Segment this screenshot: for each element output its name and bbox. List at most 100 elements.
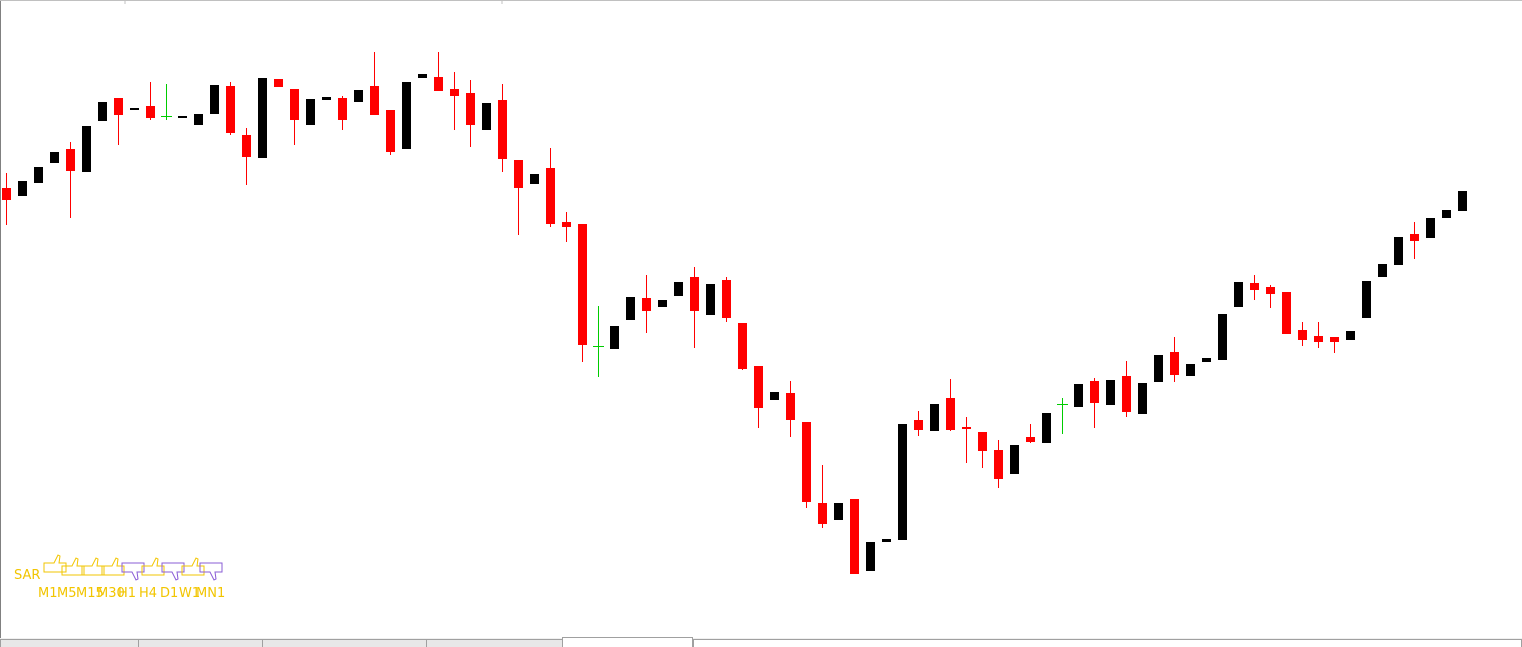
- candle-body: [610, 326, 619, 349]
- candle-body: [690, 277, 699, 311]
- candle-body: [306, 99, 315, 125]
- candle-body: [226, 86, 235, 133]
- candle-body: [626, 297, 635, 320]
- candle-body: [146, 106, 155, 118]
- tab[interactable]: [426, 639, 563, 647]
- thumb-up: [181, 557, 205, 576]
- indicator-label: SAR: [14, 568, 40, 583]
- candle-body: [914, 420, 923, 430]
- candle-body: [98, 102, 107, 121]
- timeframe-label: M1: [38, 586, 58, 601]
- thumb-up: [43, 554, 67, 573]
- candle-body: [1378, 264, 1387, 277]
- candle-body: [130, 108, 139, 110]
- candle-body: [962, 427, 971, 429]
- candle-body: [482, 103, 491, 130]
- candle-body: [1122, 376, 1131, 412]
- candle-body: [66, 149, 75, 171]
- candles: [2, 52, 1467, 574]
- candle-body: [322, 97, 331, 100]
- candle-body: [1442, 210, 1451, 218]
- candle-body: [1314, 336, 1323, 342]
- candle-body: [786, 393, 795, 420]
- candle-body: [50, 152, 59, 163]
- candle-body: [1042, 413, 1051, 443]
- thumb-up: [101, 557, 125, 576]
- candle-body: [1090, 381, 1099, 403]
- candle-body: [2, 188, 11, 200]
- candle-body: [1250, 283, 1259, 290]
- candle-body: [1458, 191, 1467, 211]
- candle-body: [642, 298, 651, 311]
- signal-icons: [43, 554, 223, 581]
- tab[interactable]: [262, 639, 427, 647]
- candle-body: [1202, 358, 1211, 362]
- candle-body: [530, 174, 539, 184]
- thumb-down: [161, 562, 185, 581]
- tab[interactable]: [0, 639, 139, 647]
- timeframe-label: H1: [118, 586, 136, 601]
- candle-body: [450, 89, 459, 96]
- candle-body: [738, 323, 747, 369]
- candle-body: [882, 539, 891, 542]
- candle-body: [898, 424, 907, 540]
- candle-body: [194, 114, 203, 125]
- candle-body: [1138, 383, 1147, 414]
- timeframe-label: D1: [160, 586, 178, 601]
- candle-body: [802, 422, 811, 502]
- candle-body: [34, 167, 43, 183]
- candle-body: [178, 116, 187, 118]
- tab-bar: [0, 637, 1522, 647]
- scrollbar[interactable]: [693, 639, 1522, 647]
- candle-body: [1234, 282, 1243, 307]
- tab-active[interactable]: [562, 637, 693, 647]
- candle-body: [386, 110, 395, 152]
- candle-body: [578, 224, 587, 345]
- candle-body: [1330, 337, 1339, 342]
- candle-body: [946, 398, 955, 430]
- timeframe-label: W1: [179, 586, 200, 601]
- candle-body: [402, 82, 411, 149]
- candle-body: [514, 160, 523, 188]
- candle-body: [866, 542, 875, 571]
- candle-body: [930, 404, 939, 431]
- candle-body: [1282, 292, 1291, 334]
- candle-body: [290, 89, 299, 120]
- candle-body: [434, 77, 443, 91]
- candle-body: [1266, 287, 1275, 294]
- candle-body: [834, 503, 843, 520]
- candle-body: [466, 93, 475, 125]
- candle-body: [722, 280, 731, 318]
- candle-body: [1186, 364, 1195, 376]
- candle-body: [706, 284, 715, 315]
- thumb-down: [199, 562, 223, 581]
- candle-body: [114, 98, 123, 115]
- thumb-down: [121, 562, 145, 581]
- candle-body: [274, 79, 283, 87]
- tab[interactable]: [138, 639, 263, 647]
- timeframe-label: M15: [76, 586, 104, 601]
- thumb-up: [61, 557, 85, 576]
- candle-body: [1394, 237, 1403, 265]
- candle-body: [370, 86, 379, 115]
- candle-body: [850, 499, 859, 574]
- timeframe-label: M5: [57, 586, 77, 601]
- candle-body: [674, 282, 683, 296]
- candle-body: [1010, 445, 1019, 474]
- timeframe-label: M30: [97, 586, 125, 601]
- candle-body: [498, 100, 507, 159]
- candle-body: [210, 85, 219, 114]
- thumb-up: [141, 557, 165, 576]
- candle-body: [994, 450, 1003, 479]
- candle-body: [354, 90, 363, 102]
- timeframe-label: H4: [139, 586, 157, 601]
- candle-body: [338, 98, 347, 120]
- candle-body: [82, 126, 91, 172]
- candle-body: [754, 366, 763, 408]
- candle-body: [1362, 281, 1371, 318]
- candle-body: [1426, 218, 1435, 238]
- candle-body: [562, 222, 571, 227]
- candle-body: [18, 181, 27, 196]
